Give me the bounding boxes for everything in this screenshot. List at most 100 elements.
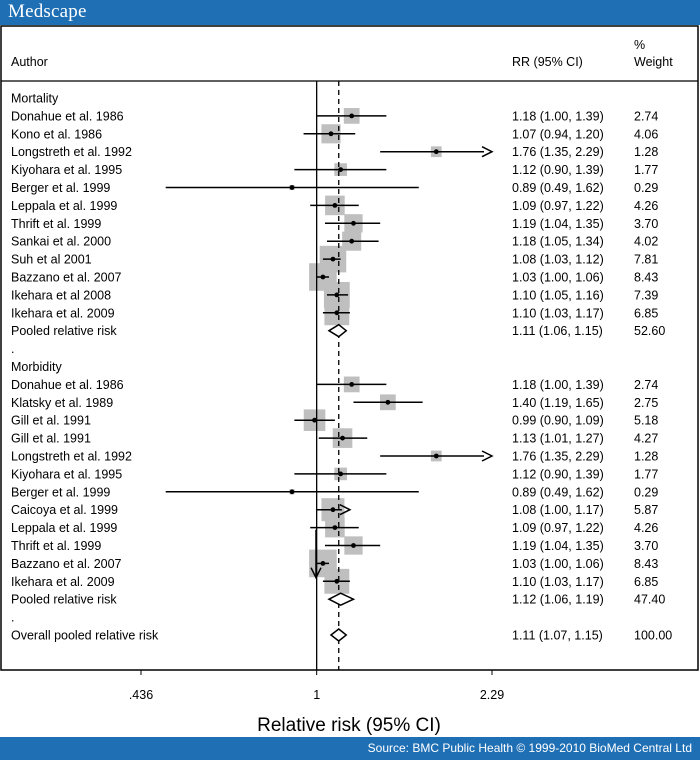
row-weight: 1.28 bbox=[634, 450, 658, 464]
row-label: Kono et al. 1986 bbox=[11, 127, 102, 141]
row-rr-ci: 1.18 (1.00, 1.39) bbox=[512, 109, 604, 123]
header-author: Author bbox=[11, 55, 48, 69]
row-weight: 5.87 bbox=[634, 503, 658, 517]
row-label: Caicoya et al. 1999 bbox=[11, 503, 118, 517]
row-label: Morbidity bbox=[11, 360, 62, 374]
point-estimate bbox=[330, 256, 336, 262]
row-label: Longstreth et al. 1992 bbox=[11, 145, 132, 159]
row-rr-ci: 1.10 (1.05, 1.16) bbox=[512, 288, 604, 302]
forest-plot: Author RR (95% CI) % Weight Mortality Don… bbox=[0, 25, 699, 736]
row-label: Kiyohara et al. 1995 bbox=[11, 467, 122, 481]
row-weight: 1.77 bbox=[634, 163, 658, 177]
point-estimate bbox=[349, 238, 355, 244]
point-estimate bbox=[289, 185, 295, 190]
confidence-intervals bbox=[165, 113, 494, 642]
point-estimate bbox=[320, 561, 326, 566]
row-label: Thrift et al. 1999 bbox=[11, 217, 101, 231]
ci-arrow bbox=[339, 504, 352, 516]
weight-boxes bbox=[289, 108, 442, 594]
row-rr-ci: 1.09 (0.97, 1.22) bbox=[512, 521, 604, 535]
row-rr-ci: 1.76 (1.35, 2.29) bbox=[512, 145, 604, 159]
point-estimate bbox=[349, 382, 355, 387]
row-rr-ci: 1.12 (1.06, 1.19) bbox=[512, 593, 604, 607]
point-estimate bbox=[385, 399, 391, 405]
row-weight: 3.70 bbox=[634, 539, 658, 553]
row-label: Pooled relative risk bbox=[11, 593, 117, 607]
point-estimate bbox=[289, 489, 295, 495]
row-weight: 4.27 bbox=[634, 432, 658, 446]
row-rr-ci: 1.09 (0.97, 1.22) bbox=[512, 199, 604, 213]
row-rr-ci: 0.89 (0.49, 1.62) bbox=[512, 485, 604, 499]
row-rr-ci: 1.03 (1.00, 1.06) bbox=[512, 271, 604, 285]
row-label: Sankai et al. 2000 bbox=[11, 235, 111, 249]
row-weight: 7.81 bbox=[634, 253, 658, 267]
x-tick-label: 2.29 bbox=[480, 688, 504, 702]
header-bar: Medscape bbox=[0, 0, 700, 25]
row-label: Ikehara et al. 2009 bbox=[11, 575, 115, 589]
row-rr-ci: 1.19 (1.04, 1.35) bbox=[512, 539, 604, 553]
row-rr-ci: 1.76 (1.35, 2.29) bbox=[512, 450, 604, 464]
header-weight: Weight bbox=[634, 55, 673, 69]
row-label: Bazzano et al. 2007 bbox=[11, 557, 122, 571]
x-axis-title: Relative risk (95% CI) bbox=[257, 715, 441, 736]
header-rr: RR (95% CI) bbox=[512, 55, 583, 69]
point-estimate bbox=[349, 113, 355, 119]
row-label: Pooled relative risk bbox=[11, 324, 117, 338]
point-estimate bbox=[351, 220, 356, 226]
row-rr-ci: 1.13 (1.01, 1.27) bbox=[512, 432, 604, 446]
row-rr-ci: 1.03 (1.00, 1.06) bbox=[512, 557, 604, 571]
row-label: Klatsky et al. 1989 bbox=[11, 396, 113, 410]
row-weight: 1.77 bbox=[634, 467, 658, 481]
header-weight-percent: % bbox=[634, 38, 645, 52]
point-estimate bbox=[351, 543, 356, 548]
row-label: Longstreth et al. 1992 bbox=[11, 450, 132, 464]
row-label: Berger et al. 1999 bbox=[11, 485, 110, 499]
row-label: Leppala et al. 1999 bbox=[11, 199, 117, 213]
row-rr-ci: 0.89 (0.49, 1.62) bbox=[512, 181, 604, 195]
row-label: Bazzano et al. 2007 bbox=[11, 271, 122, 285]
row-weight: 4.26 bbox=[634, 521, 658, 535]
row-weight: 6.85 bbox=[634, 306, 658, 320]
row-rr-ci: 1.08 (1.00, 1.17) bbox=[512, 503, 604, 517]
point-estimate bbox=[332, 525, 338, 530]
point-estimate bbox=[334, 292, 340, 298]
pooled-diamond bbox=[327, 323, 348, 338]
row-weight: 2.74 bbox=[634, 109, 658, 123]
row-weight: 6.85 bbox=[634, 575, 658, 589]
row-rr-ci: 1.10 (1.03, 1.17) bbox=[512, 306, 604, 320]
medscape-logo: Medscape bbox=[8, 1, 87, 22]
row-label: Donahue et al. 1986 bbox=[11, 378, 124, 392]
x-axis: .436 1 2.29 bbox=[129, 670, 504, 702]
row-labels: Mortality Donahue et al. 1986 1.18 (1.00, … bbox=[11, 92, 672, 643]
row-label: Donahue et al. 1986 bbox=[11, 109, 124, 123]
down-arrow-head bbox=[310, 567, 322, 580]
row-weight: 2.75 bbox=[634, 396, 658, 410]
row-rr-ci: 1.12 (0.90, 1.39) bbox=[512, 467, 604, 481]
point-estimate bbox=[338, 471, 344, 477]
row-weight: 8.43 bbox=[634, 271, 658, 285]
point-estimate bbox=[320, 274, 326, 280]
row-weight: 4.06 bbox=[634, 127, 658, 141]
ci-arrow bbox=[481, 450, 494, 462]
row-label: . bbox=[11, 342, 14, 356]
row-rr-ci: 1.07 (0.94, 1.20) bbox=[512, 127, 604, 141]
point-estimate bbox=[328, 131, 334, 137]
plot-frame bbox=[0, 25, 699, 671]
row-label: . bbox=[11, 611, 14, 625]
row-weight: 47.40 bbox=[634, 593, 665, 607]
point-estimate bbox=[340, 435, 345, 441]
row-rr-ci: 1.18 (1.05, 1.34) bbox=[512, 235, 604, 249]
x-tick-label: 1 bbox=[313, 688, 320, 702]
footer-bar: Source: BMC Public Health © 1999-2010 Bi… bbox=[0, 737, 700, 760]
point-estimate bbox=[433, 149, 439, 155]
row-weight: 0.29 bbox=[634, 485, 658, 499]
row-label: Gill et al. 1991 bbox=[11, 414, 91, 428]
row-weight: 8.43 bbox=[634, 557, 658, 571]
row-label: Overall pooled relative risk bbox=[11, 629, 159, 643]
point-estimate bbox=[312, 417, 317, 423]
row-weight: 1.28 bbox=[634, 145, 658, 159]
point-estimate bbox=[338, 167, 344, 173]
row-weight: 7.39 bbox=[634, 288, 658, 302]
row-rr-ci: 1.08 (1.03, 1.12) bbox=[512, 253, 604, 267]
row-label: Mortality bbox=[11, 92, 59, 106]
